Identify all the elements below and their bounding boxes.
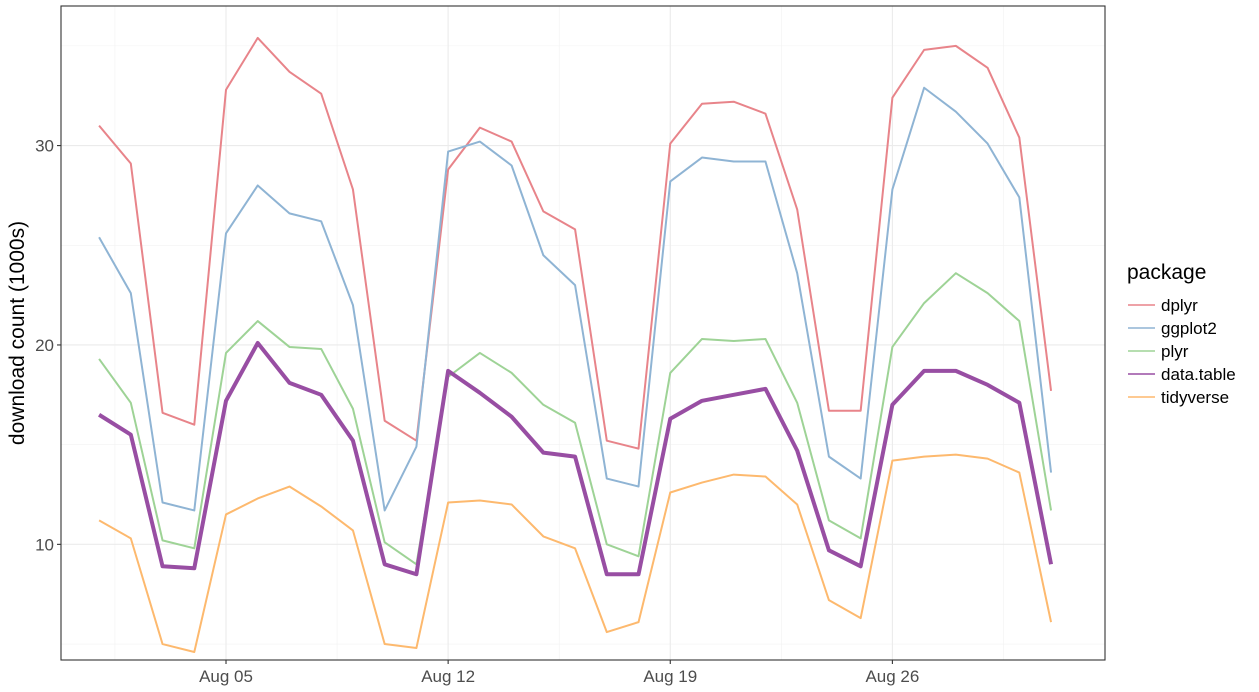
y-tick-label: 30 — [35, 137, 54, 156]
y-tick-label: 20 — [35, 336, 54, 355]
series-line-tidyverse — [98, 453, 1053, 654]
legend-label: plyr — [1161, 342, 1189, 361]
series-line-data-table — [98, 340, 1054, 577]
series-layer — [98, 36, 1054, 654]
x-tick-label: Aug 05 — [199, 667, 253, 686]
x-tick-label: Aug 19 — [643, 667, 697, 686]
legend-label: dplyr — [1161, 296, 1198, 315]
legend-label: data.table — [1161, 365, 1236, 384]
y-axis-title: download count (1000s) — [6, 221, 29, 445]
x-tick-label: Aug 26 — [865, 667, 919, 686]
legend-title: package — [1127, 261, 1206, 284]
y-tick-label: 10 — [35, 535, 54, 554]
x-tick-label: Aug 12 — [421, 667, 475, 686]
y-axis: 10 20 30 — [35, 137, 61, 554]
minor-grid — [61, 6, 1105, 660]
plot-panel-border — [60, 5, 1106, 661]
x-axis: Aug 05 Aug 12 Aug 19 Aug 26 — [199, 660, 919, 686]
series-line-ggplot2 — [98, 86, 1053, 512]
legend-label: tidyverse — [1161, 388, 1229, 407]
series-line-dplyr — [98, 36, 1053, 450]
legend: package dplyr ggplot2 plyr data.table tidyve… — [1127, 261, 1236, 407]
legend-label: ggplot2 — [1161, 319, 1217, 338]
series-line-plyr — [98, 272, 1053, 566]
major-grid — [61, 6, 1105, 660]
